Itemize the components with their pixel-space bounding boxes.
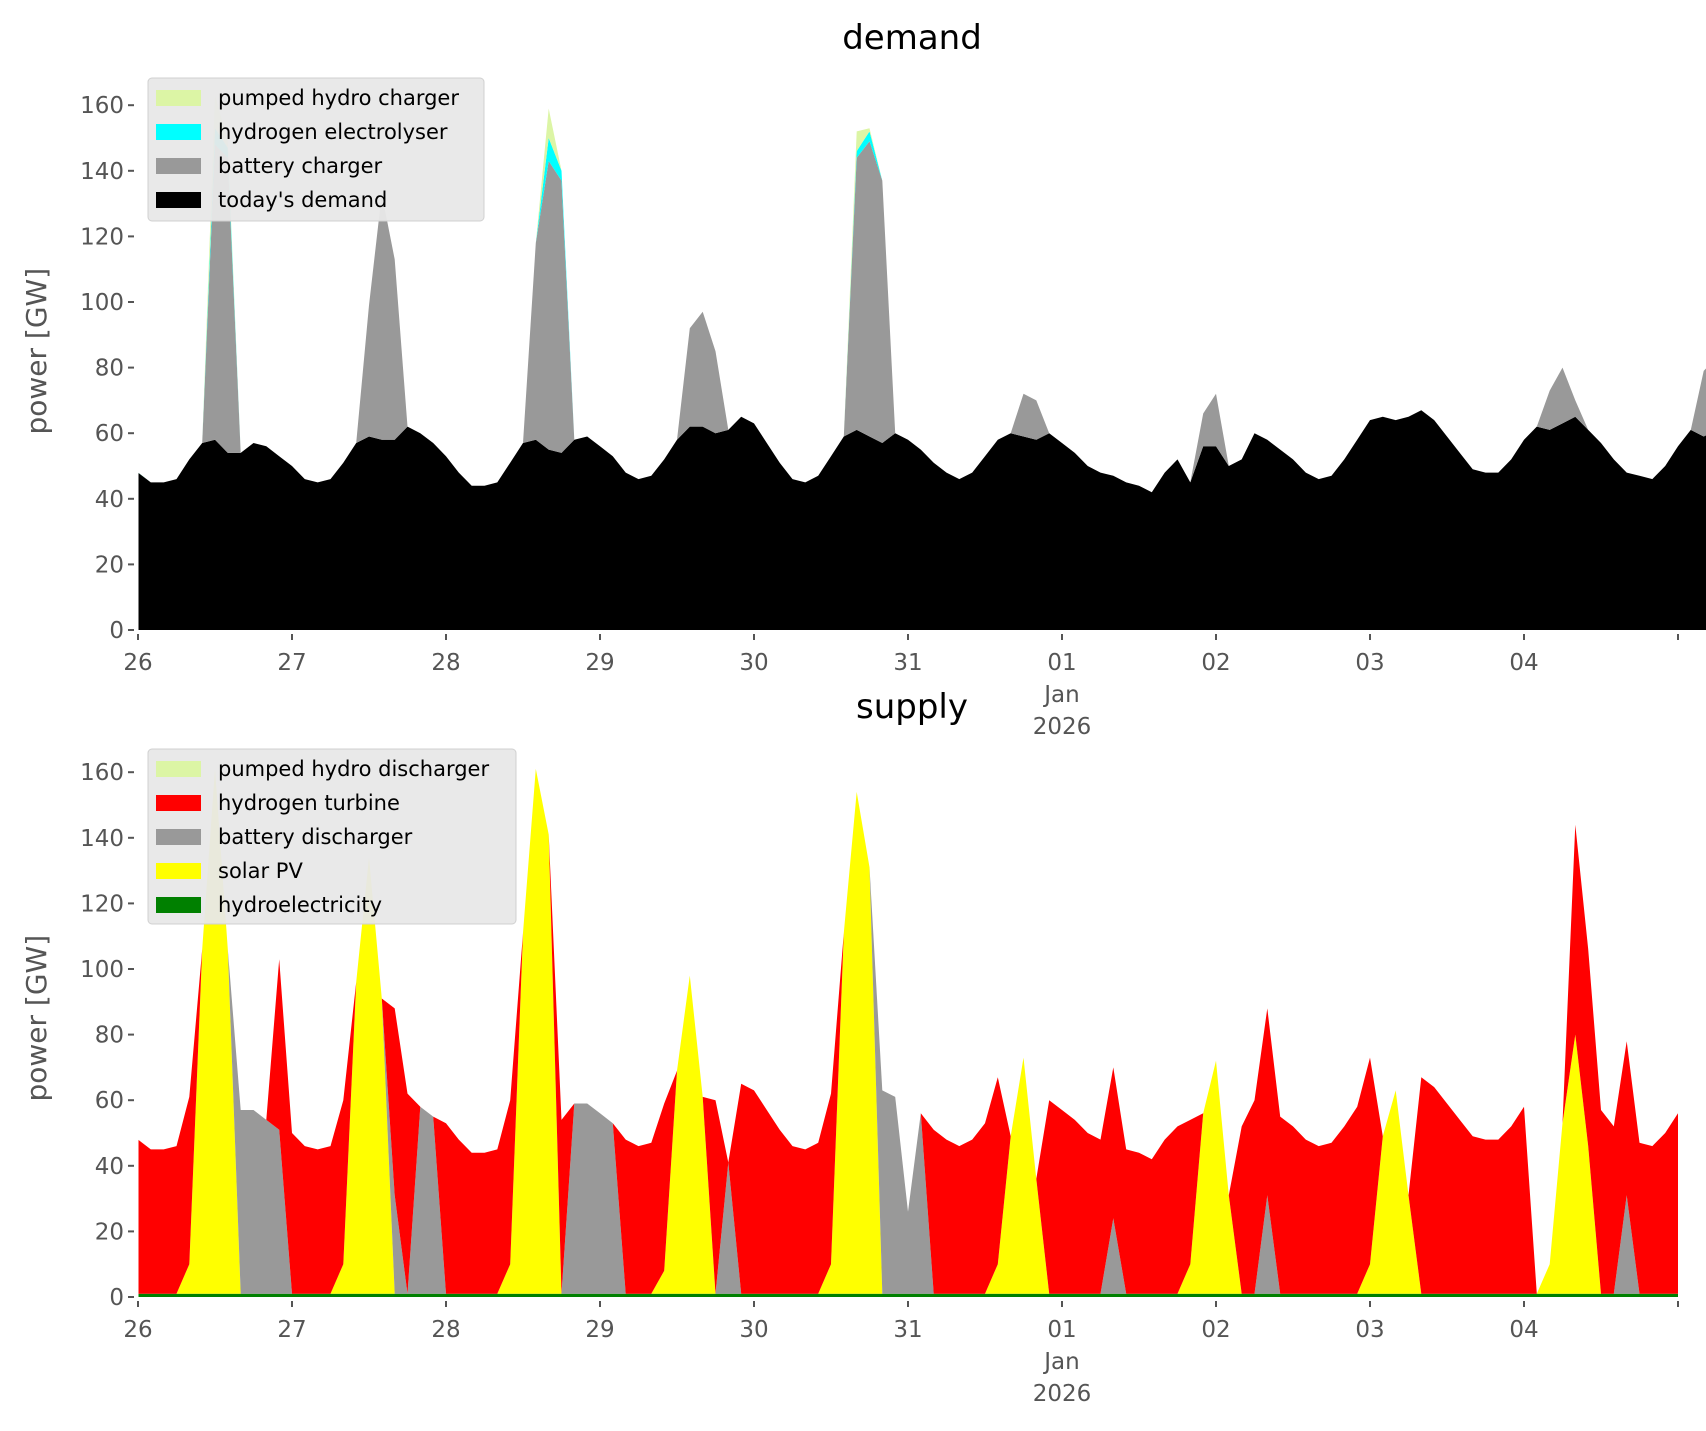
x-tick-sublabel: Jan [1042, 682, 1079, 708]
y-tick-label: 100 [80, 290, 124, 316]
x-tick-label: 01 [1047, 650, 1076, 676]
area-hydroelectricity [138, 1293, 1678, 1297]
y-tick-label: 0 [109, 618, 124, 644]
x-tick-sublabel: 2026 [1033, 1381, 1092, 1407]
legend-swatch [156, 795, 201, 811]
x-tick-label: 03 [1355, 1317, 1384, 1343]
x-tick-label: 27 [277, 650, 306, 676]
legend-label: pumped hydro charger [218, 86, 459, 110]
x-tick-label: 26 [123, 650, 152, 676]
y-tick-label: 20 [95, 1219, 124, 1245]
y-tick-label: 160 [80, 760, 124, 786]
legend: pumped hydro discharger hydrogen turbine b… [147, 748, 517, 925]
legend-label: hydrogen electrolyser [218, 120, 448, 144]
chart-title: demand [842, 18, 982, 58]
x-tick-sublabel: Jan [1042, 1349, 1079, 1375]
legend-swatch [156, 863, 201, 879]
x-tick-label: 29 [585, 1317, 614, 1343]
legend-label: battery discharger [218, 825, 413, 849]
legend: pumped hydro charger hydrogen electrolyse… [147, 77, 485, 222]
y-tick-label: 80 [95, 356, 124, 382]
legend-swatch [156, 897, 201, 913]
legend-label: pumped hydro discharger [218, 757, 489, 781]
area-hydrogen-turbine [138, 768, 1678, 1294]
area-today-s-demand [138, 410, 1706, 630]
legend-swatch [156, 829, 201, 845]
x-tick-label: 31 [893, 650, 922, 676]
legend-swatch [156, 158, 201, 174]
x-tick-label: 30 [739, 650, 768, 676]
x-tick-label: 26 [123, 1317, 152, 1343]
x-tick-label: 29 [585, 650, 614, 676]
x-tick-label: 02 [1201, 1317, 1230, 1343]
y-tick-label: 40 [95, 487, 124, 513]
y-tick-label: 40 [95, 1154, 124, 1180]
y-tick-label: 20 [95, 552, 124, 578]
legend-swatch [156, 124, 201, 140]
x-tick-label: 27 [277, 1317, 306, 1343]
legend-swatch [156, 90, 201, 106]
x-tick-label: 03 [1355, 650, 1384, 676]
y-tick-label: 120 [80, 224, 124, 250]
y-tick-label: 60 [95, 421, 124, 447]
legend-box [147, 77, 485, 222]
x-tick-label: 28 [431, 650, 460, 676]
legend-swatch [156, 192, 201, 208]
legend-swatch [156, 761, 201, 777]
x-tick-label: 30 [739, 1317, 768, 1343]
area-solar-pv [138, 768, 1678, 1294]
legend-label: today's demand [218, 188, 387, 212]
x-tick-sublabel: 2026 [1033, 714, 1092, 740]
chart-title: supply [856, 687, 968, 727]
legend-box [147, 748, 517, 925]
area-battery-charger [138, 141, 1706, 493]
x-tick-label: 01 [1047, 1317, 1076, 1343]
y-tick-label: 60 [95, 1088, 124, 1114]
x-tick-label: 28 [431, 1317, 460, 1343]
x-tick-label: 31 [893, 1317, 922, 1343]
y-axis-label: power [GW] [20, 268, 53, 435]
y-tick-label: 80 [95, 1023, 124, 1049]
legend-label: battery charger [218, 154, 383, 178]
x-tick-label: 04 [1509, 650, 1538, 676]
x-tick-label: 02 [1201, 650, 1230, 676]
x-tick-label: 04 [1509, 1317, 1538, 1343]
y-tick-label: 100 [80, 957, 124, 983]
y-tick-label: 140 [80, 159, 124, 185]
y-tick-label: 0 [109, 1285, 124, 1311]
legend-label: hydroelectricity [218, 893, 382, 917]
y-tick-label: 140 [80, 826, 124, 852]
legend-label: hydrogen turbine [218, 791, 400, 815]
y-tick-label: 160 [80, 93, 124, 119]
y-axis-label: power [GW] [20, 935, 53, 1102]
legend-label: solar PV [218, 859, 303, 883]
y-tick-label: 120 [80, 891, 124, 917]
